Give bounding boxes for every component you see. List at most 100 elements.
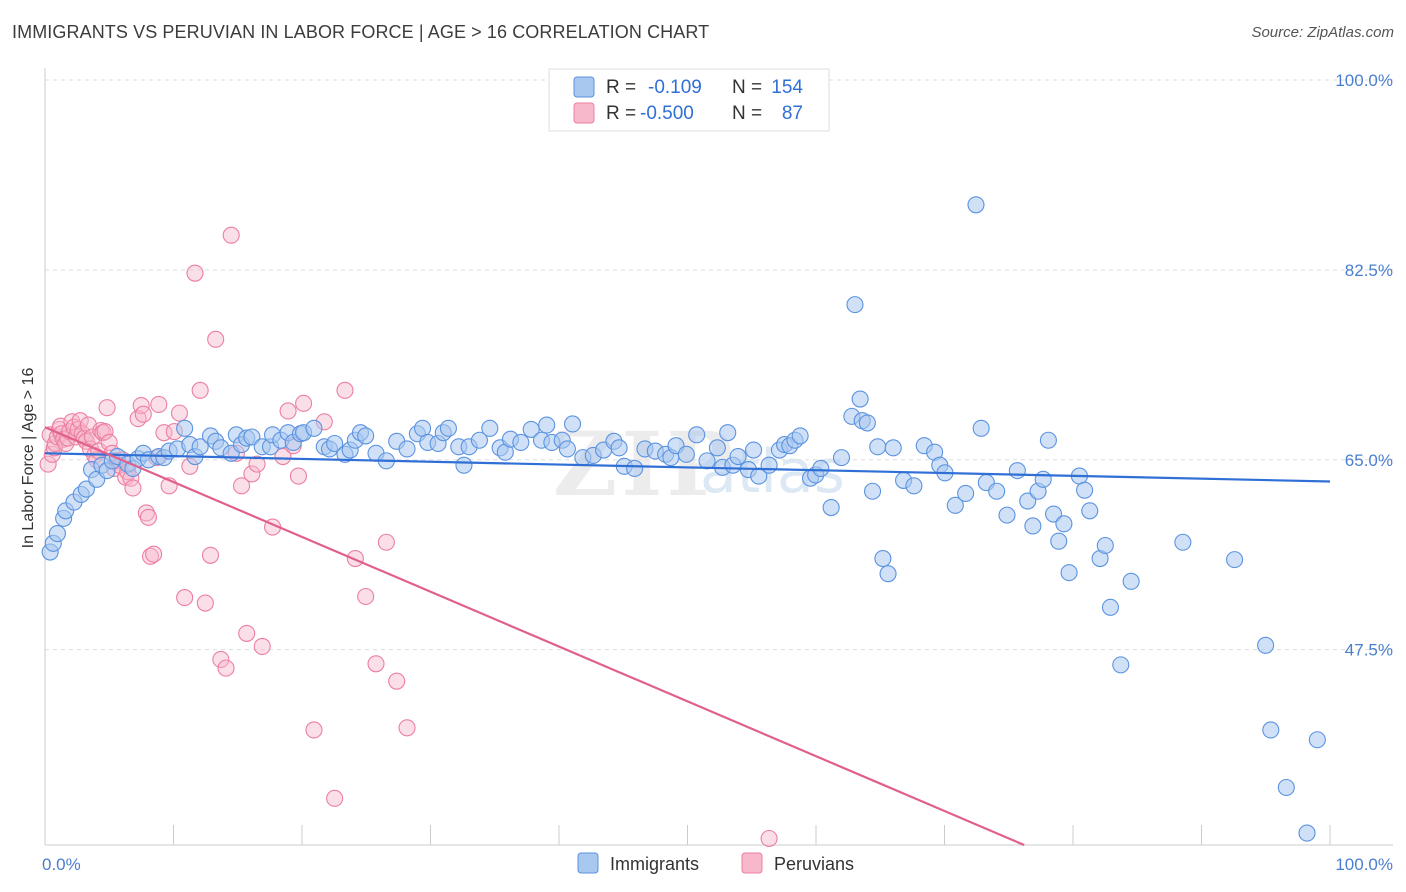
peruvian-point-30 <box>98 399 116 417</box>
peruvian-point-31 <box>100 433 118 451</box>
immigrant-point-109 <box>812 459 830 478</box>
legend-r-label-immigrants: R = <box>606 77 636 98</box>
legend-n-value-peruvians: 87 <box>782 103 803 124</box>
immigrant-point-152 <box>1122 572 1140 590</box>
immigrant-point-128 <box>946 496 964 514</box>
immigrant-point-130 <box>967 196 985 214</box>
immigrant-point-97 <box>729 447 747 466</box>
y-axis-title: In Labor Force | Age > 16 <box>20 368 37 549</box>
peruvian-point-57 <box>191 381 209 399</box>
immigrant-point-151 <box>1112 656 1130 674</box>
peruvian-point-85 <box>398 719 416 737</box>
immigrant-point-23 <box>176 419 194 437</box>
immigrant-point-154 <box>1226 551 1244 569</box>
immigrant-point-149 <box>1096 536 1114 555</box>
top-legend: R = -0.109 N = 154 R = -0.500 N = 87 <box>548 68 830 132</box>
immigrant-point-70 <box>512 433 530 451</box>
peruvian-point-67 <box>243 465 261 483</box>
immigrant-point-159 <box>1308 731 1326 749</box>
bottom-legend: Immigrants Peruvians <box>577 852 854 874</box>
immigrant-point-121 <box>884 439 902 457</box>
peruvian-point-69 <box>253 637 271 655</box>
immigrant-point-110 <box>822 498 840 517</box>
immigrant-point-93 <box>708 439 726 457</box>
legend-r-value-peruvians: -0.500 <box>640 103 694 124</box>
peruvian-point-61 <box>212 650 230 668</box>
immigrant-point-66 <box>481 419 499 437</box>
y-tick-label-1: 65.0% <box>1345 451 1393 470</box>
x-tick-label-max: 100.0% <box>1335 855 1393 874</box>
immigrant-point-155 <box>1257 636 1275 654</box>
immigrant-point-82 <box>610 439 628 457</box>
immigrant-point-131 <box>972 419 990 437</box>
immigrant-point-113 <box>846 296 864 314</box>
immigrant-point-137 <box>1024 517 1042 535</box>
immigrant-point-46 <box>326 434 344 453</box>
immigrant-point-101 <box>760 456 778 474</box>
legend-frame <box>548 68 830 132</box>
y-tick-labels: 47.5% 65.0% 82.5% 100.0% <box>1335 71 1393 660</box>
peruvian-point-58 <box>196 594 214 612</box>
immigrant-point-133 <box>988 482 1006 500</box>
immigrant-point-65 <box>470 431 489 449</box>
immigrant-point-2 <box>48 525 66 543</box>
legend-r-value-immigrants: -0.109 <box>648 77 702 98</box>
immigrant-point-106 <box>791 427 809 445</box>
immigrant-point-119 <box>874 549 892 568</box>
peruvians-trend-line <box>44 426 1025 847</box>
trend-layer <box>44 426 1331 847</box>
bottom-legend-swatch-immigrants <box>577 852 599 874</box>
immigrant-point-139 <box>1034 470 1052 488</box>
peruvian-point-81 <box>357 587 375 606</box>
peruvian-point-49 <box>150 395 168 413</box>
chart-source: Source: ZipAtlas.com <box>1251 24 1394 41</box>
immigrant-point-114 <box>851 390 869 408</box>
peruvian-point-56 <box>186 264 204 282</box>
immigrant-point-92 <box>698 452 716 470</box>
immigrant-point-158 <box>1298 824 1316 842</box>
immigrant-point-134 <box>998 506 1016 524</box>
immigrant-point-116 <box>858 414 876 432</box>
peruvian-point-46 <box>141 547 160 565</box>
immigrant-point-76 <box>558 440 576 458</box>
immigrant-point-71 <box>522 420 540 438</box>
peruvian-point-54 <box>176 589 194 607</box>
immigrants-trend-line <box>44 452 1331 483</box>
peruvian-point-53 <box>170 404 189 422</box>
legend-n-label-immigrants: N = <box>732 77 762 98</box>
y-tick-label-0: 47.5% <box>1345 641 1393 660</box>
peruvian-point-47 <box>145 545 163 563</box>
immigrant-point-7 <box>77 480 95 498</box>
immigrant-point-140 <box>1039 431 1057 449</box>
immigrant-point-129 <box>957 484 975 502</box>
peruvian-point-84 <box>388 672 406 690</box>
peruvian-point-59 <box>201 546 220 564</box>
immigrant-point-90 <box>677 445 695 463</box>
bottom-legend-label-peruvians: Peruvians <box>774 854 854 874</box>
immigrant-point-99 <box>745 441 763 459</box>
immigrant-point-147 <box>1081 502 1099 520</box>
immigrant-point-135 <box>1008 462 1026 480</box>
immigrant-point-26 <box>191 438 209 456</box>
immigrant-point-51 <box>357 427 375 445</box>
peruvian-point-75 <box>295 394 313 412</box>
chart-title: IMMIGRANTS VS PERUVIAN IN LABOR FORCE | … <box>12 22 710 42</box>
immigrant-point-143 <box>1055 515 1073 533</box>
immigrant-point-144 <box>1060 564 1078 582</box>
peruvian-point-45 <box>139 508 157 526</box>
legend-swatch-immigrants <box>573 76 595 98</box>
peruvian-point-82 <box>367 655 385 673</box>
immigrant-point-117 <box>863 482 882 500</box>
immigrant-point-77 <box>564 415 582 433</box>
immigrant-point-61 <box>439 419 457 437</box>
immigrant-point-141 <box>1045 505 1063 523</box>
bottom-legend-label-immigrants: Immigrants <box>610 854 699 874</box>
bottom-legend-swatch-peruvians <box>741 852 763 874</box>
immigrant-point-43 <box>305 419 323 437</box>
peruvian-point-72 <box>279 402 297 420</box>
peruvian-point-76 <box>305 721 323 739</box>
legend-n-value-immigrants: 154 <box>771 77 803 98</box>
immigrant-point-55 <box>398 440 416 458</box>
peruvian-point-63 <box>222 226 240 244</box>
